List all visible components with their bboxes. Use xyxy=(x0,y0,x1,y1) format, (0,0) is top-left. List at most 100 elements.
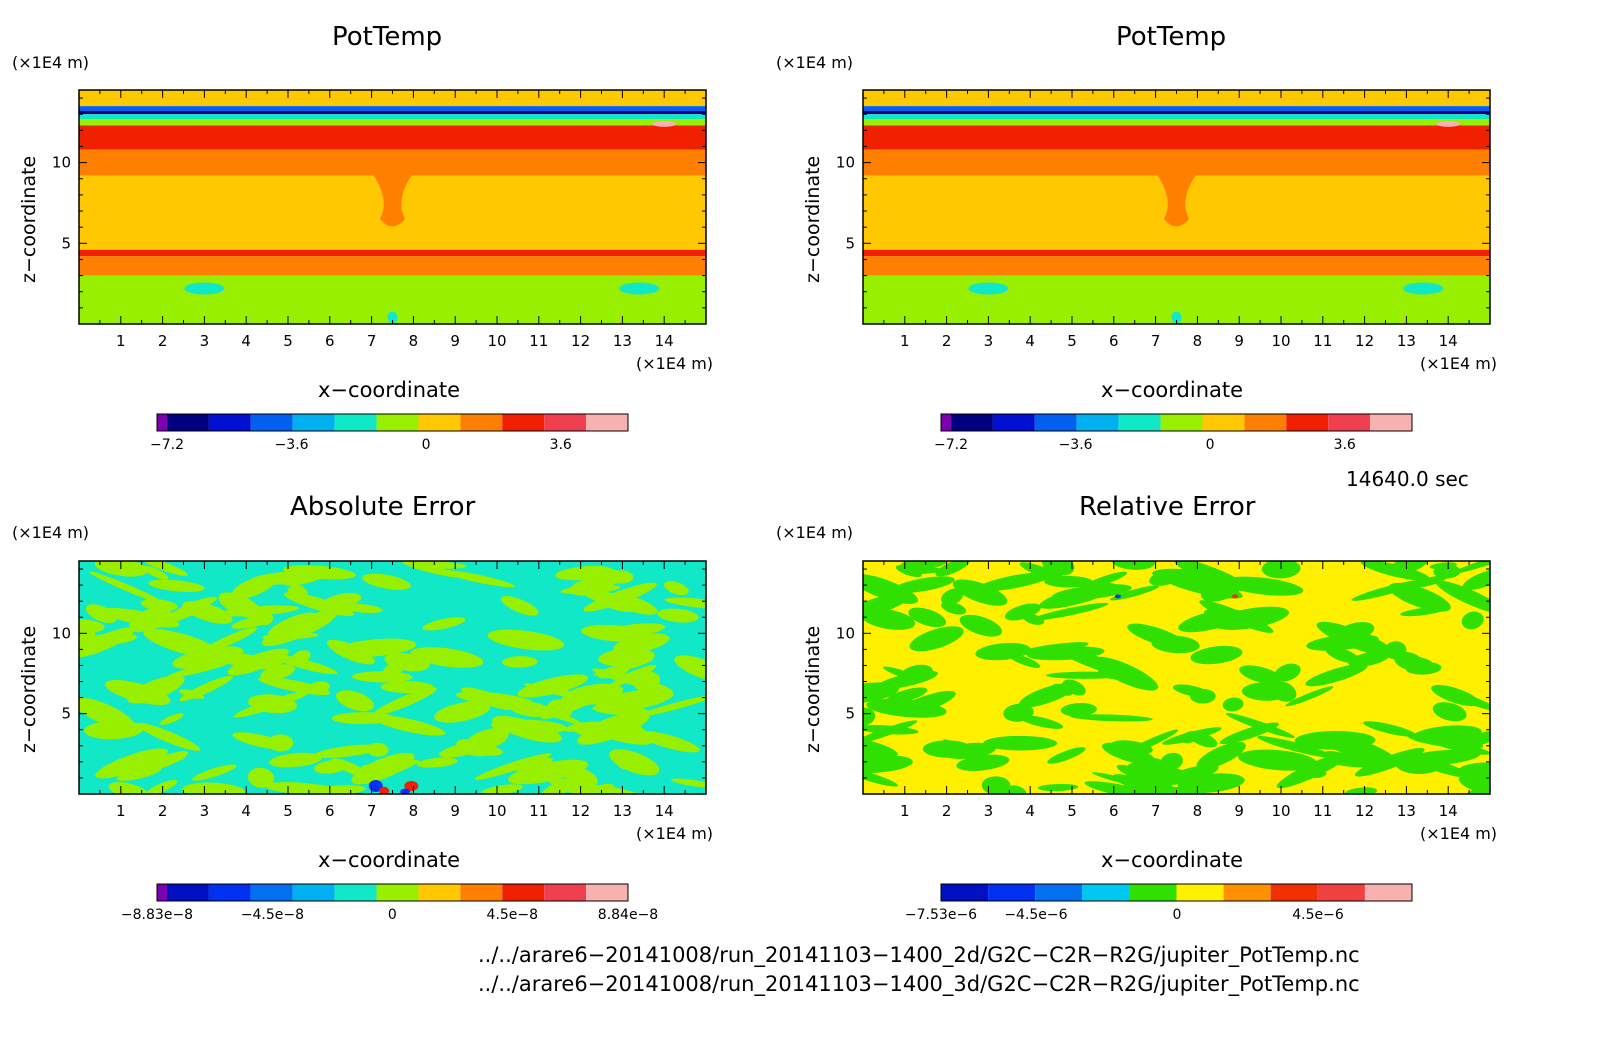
field-patch xyxy=(635,694,706,718)
field-patch xyxy=(84,720,144,740)
field-patch xyxy=(908,607,947,628)
field-patch xyxy=(1180,730,1201,744)
colorbar-swatch xyxy=(157,884,167,901)
field-blob xyxy=(387,311,398,324)
file-path-1: ../../arare6−20141008/run_20141103−1400_… xyxy=(478,943,1360,967)
y-tick-label: 5 xyxy=(61,234,71,252)
x-tick-label: 5 xyxy=(283,332,293,350)
field-patch xyxy=(108,782,149,794)
colorbar-swatch xyxy=(167,414,209,431)
field-patch xyxy=(637,689,668,700)
field-patch xyxy=(89,571,165,604)
colorbar-tick-label: −7.2 xyxy=(934,437,968,453)
field-patch xyxy=(502,656,538,668)
field-patch xyxy=(273,654,338,675)
x-tick-label: 4 xyxy=(241,802,251,820)
colorbar-swatch xyxy=(502,414,545,431)
x-tick-label: 11 xyxy=(1313,802,1332,820)
x-tick-label: 8 xyxy=(409,332,419,350)
field-band xyxy=(79,110,706,115)
x-tick-label: 4 xyxy=(1025,802,1035,820)
field-blob xyxy=(404,780,419,791)
field-patch xyxy=(136,722,201,751)
field-patch xyxy=(1067,655,1135,680)
panel-title-1: PotTemp xyxy=(332,22,443,52)
field-patch xyxy=(1168,771,1193,785)
field-patch xyxy=(1023,613,1045,625)
field-blob xyxy=(1114,594,1121,599)
x-tick-label: 13 xyxy=(1397,332,1416,350)
field-patch xyxy=(584,721,653,745)
field-patch xyxy=(351,671,413,683)
field-patch xyxy=(1004,603,1041,621)
colorbar-swatch xyxy=(1176,884,1224,901)
field-blob xyxy=(368,779,383,792)
colorbar-swatch xyxy=(460,414,503,431)
field-band xyxy=(863,90,1490,107)
field-band xyxy=(863,114,1490,120)
field-patch xyxy=(1257,684,1285,697)
field-blob xyxy=(400,788,411,794)
field-patch xyxy=(657,608,699,623)
colorbar-swatch xyxy=(208,414,251,431)
field-band xyxy=(863,110,1490,115)
field-patch xyxy=(434,701,491,723)
field-band xyxy=(863,249,1490,257)
x-tick-label: 11 xyxy=(529,332,548,350)
x-tick-label: 9 xyxy=(450,332,460,350)
field-band xyxy=(863,106,1490,111)
panel-title-4: Relative Error xyxy=(1079,492,1256,522)
colorbar-tick-label: −7.53e−6 xyxy=(905,907,977,923)
colorbar-swatch xyxy=(1370,414,1412,431)
field-patch xyxy=(371,715,446,736)
colorbar-tick-label: −3.6 xyxy=(1059,437,1093,453)
field-patch xyxy=(334,638,417,658)
field-patch xyxy=(1003,785,1027,794)
colorbar-swatch xyxy=(418,414,461,431)
field-patch xyxy=(168,660,231,678)
colorbar-swatch xyxy=(376,414,419,431)
x-tick-label: 7 xyxy=(367,802,377,820)
field-patch xyxy=(863,768,899,787)
x-tick-label: 8 xyxy=(1193,802,1203,820)
field-patch xyxy=(508,759,589,785)
field-layer-2 xyxy=(863,90,1490,324)
field-patch xyxy=(100,608,180,628)
field-patch xyxy=(1060,702,1097,717)
field-patch xyxy=(524,683,589,700)
field-patch xyxy=(1160,752,1183,771)
field-patch xyxy=(900,561,949,571)
field-patch xyxy=(1462,567,1490,591)
colorbar-swatch xyxy=(157,414,167,431)
field-patch xyxy=(351,752,415,785)
x-tick-label: 12 xyxy=(571,332,590,350)
field-patch xyxy=(1305,663,1368,687)
field-patch xyxy=(1431,684,1480,707)
x-tick-label: 13 xyxy=(613,332,632,350)
field-patch xyxy=(260,664,296,681)
x-tick-label: 14 xyxy=(1439,802,1458,820)
colorbar-swatch xyxy=(988,884,1036,901)
colorbar-swatch xyxy=(586,414,628,431)
field-plume xyxy=(1147,162,1206,227)
x-axis-label-1: x−coordinate xyxy=(318,378,461,402)
field-patch xyxy=(410,647,484,668)
field-patch xyxy=(159,754,185,762)
field-blob xyxy=(1171,311,1182,324)
field-patch xyxy=(94,561,149,577)
field-blob xyxy=(968,282,1009,295)
field-patch xyxy=(1400,655,1433,665)
colorbar-swatch xyxy=(334,884,377,901)
field-patch xyxy=(500,596,539,616)
field-patch xyxy=(975,572,1053,592)
field-patch xyxy=(1199,600,1274,633)
colorbar-tick-label: 4.5e−6 xyxy=(1292,907,1344,923)
field-band xyxy=(79,90,706,107)
x-tick-label: 14 xyxy=(655,332,674,350)
x-tick-label: 4 xyxy=(241,332,251,350)
field-patch xyxy=(863,725,919,735)
colorbar-swatch xyxy=(1202,414,1245,431)
field-patch xyxy=(1037,783,1079,792)
field-patch xyxy=(1018,715,1064,729)
x-tick-label: 10 xyxy=(1271,332,1290,350)
